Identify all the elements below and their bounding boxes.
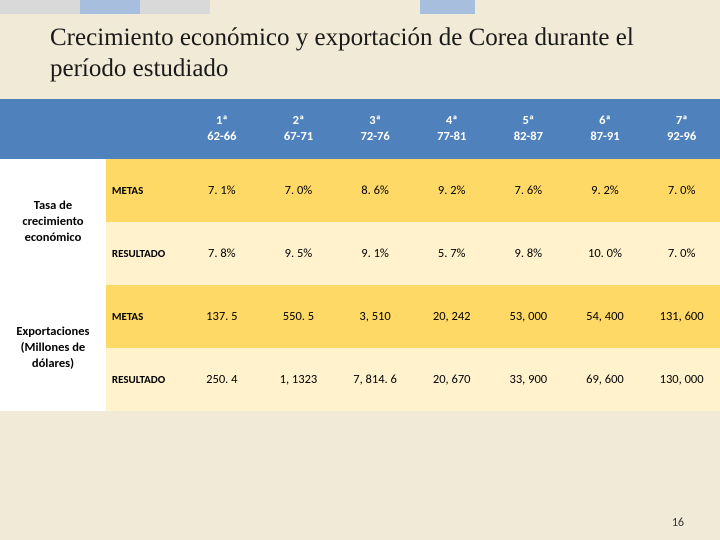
row-label: METAS	[106, 159, 184, 222]
data-cell: 137. 5	[184, 285, 261, 348]
data-cell: 9. 1%	[337, 222, 414, 285]
row-label: RESULTADO	[106, 348, 184, 411]
data-cell: 9. 2%	[413, 159, 490, 222]
data-cell: 7. 0%	[643, 222, 720, 285]
col-line1: 3ª	[369, 113, 381, 128]
col-line1: 6ª	[599, 113, 611, 128]
col-line2: 82-87	[514, 129, 543, 144]
deco-segment	[475, 0, 720, 14]
data-cell: 7. 1%	[184, 159, 261, 222]
column-header: 5ª82-87	[490, 99, 567, 160]
table-row: RESULTADO250. 41, 13237, 814. 620, 67033…	[0, 348, 720, 411]
top-decoration	[0, 0, 720, 14]
col-line2: 62-66	[207, 129, 236, 144]
column-header: 1ª62-66	[184, 99, 261, 160]
data-cell: 131, 600	[643, 285, 720, 348]
data-cell: 54, 400	[567, 285, 644, 348]
col-line1: 2ª	[293, 113, 305, 128]
col-line1: 7ª	[676, 113, 688, 128]
column-header: 7ª92-96	[643, 99, 720, 160]
data-cell: 7. 0%	[260, 159, 337, 222]
data-cell: 7. 8%	[184, 222, 261, 285]
col-line2: 87-91	[590, 129, 619, 144]
col-line2: 72-76	[360, 129, 389, 144]
data-table-container: 1ª62-662ª67-713ª72-764ª77-815ª82-876ª87-…	[0, 99, 720, 412]
deco-segment	[140, 0, 210, 14]
slide-title: Crecimiento económico y exportación de C…	[0, 0, 720, 99]
column-header: 4ª77-81	[413, 99, 490, 160]
data-cell: 20, 670	[413, 348, 490, 411]
data-cell: 9. 8%	[490, 222, 567, 285]
deco-segment	[210, 0, 420, 14]
col-line1: 5ª	[523, 113, 535, 128]
data-cell: 9. 5%	[260, 222, 337, 285]
data-cell: 69, 600	[567, 348, 644, 411]
data-cell: 53, 000	[490, 285, 567, 348]
data-cell: 250. 4	[184, 348, 261, 411]
data-table: 1ª62-662ª67-713ª72-764ª77-815ª82-876ª87-…	[0, 99, 720, 412]
data-cell: 9. 2%	[567, 159, 644, 222]
data-cell: 5. 7%	[413, 222, 490, 285]
data-cell: 8. 6%	[337, 159, 414, 222]
deco-segment	[80, 0, 140, 14]
category-cell: Exportaciones (Millones de dólares)	[0, 285, 106, 411]
table-row: RESULTADO7. 8%9. 5%9. 1%5. 7%9. 8%10. 0%…	[0, 222, 720, 285]
data-cell: 1, 1323	[260, 348, 337, 411]
col-line1: 4ª	[446, 113, 458, 128]
col-line2: 92-96	[667, 129, 696, 144]
deco-segment	[0, 0, 80, 14]
column-header: 6ª87-91	[567, 99, 644, 160]
column-header: 2ª67-71	[260, 99, 337, 160]
data-cell: 33, 900	[490, 348, 567, 411]
data-cell: 130, 000	[643, 348, 720, 411]
table-row: Tasa de crecimiento económicoMETAS7. 1%7…	[0, 159, 720, 222]
data-cell: 10. 0%	[567, 222, 644, 285]
data-cell: 20, 242	[413, 285, 490, 348]
col-line2: 77-81	[437, 129, 466, 144]
table-row: Exportaciones (Millones de dólares)METAS…	[0, 285, 720, 348]
data-cell: 7, 814. 6	[337, 348, 414, 411]
category-cell: Tasa de crecimiento económico	[0, 159, 106, 285]
header-blank	[0, 99, 106, 160]
data-cell: 7. 6%	[490, 159, 567, 222]
data-cell: 550. 5	[260, 285, 337, 348]
col-line1: 1ª	[216, 113, 228, 128]
header-blank	[106, 99, 184, 160]
page-number: 16	[672, 516, 684, 530]
data-cell: 3, 510	[337, 285, 414, 348]
column-header: 3ª72-76	[337, 99, 414, 160]
data-cell: 7. 0%	[643, 159, 720, 222]
row-label: RESULTADO	[106, 222, 184, 285]
deco-segment	[420, 0, 475, 14]
col-line2: 67-71	[284, 129, 313, 144]
row-label: METAS	[106, 285, 184, 348]
